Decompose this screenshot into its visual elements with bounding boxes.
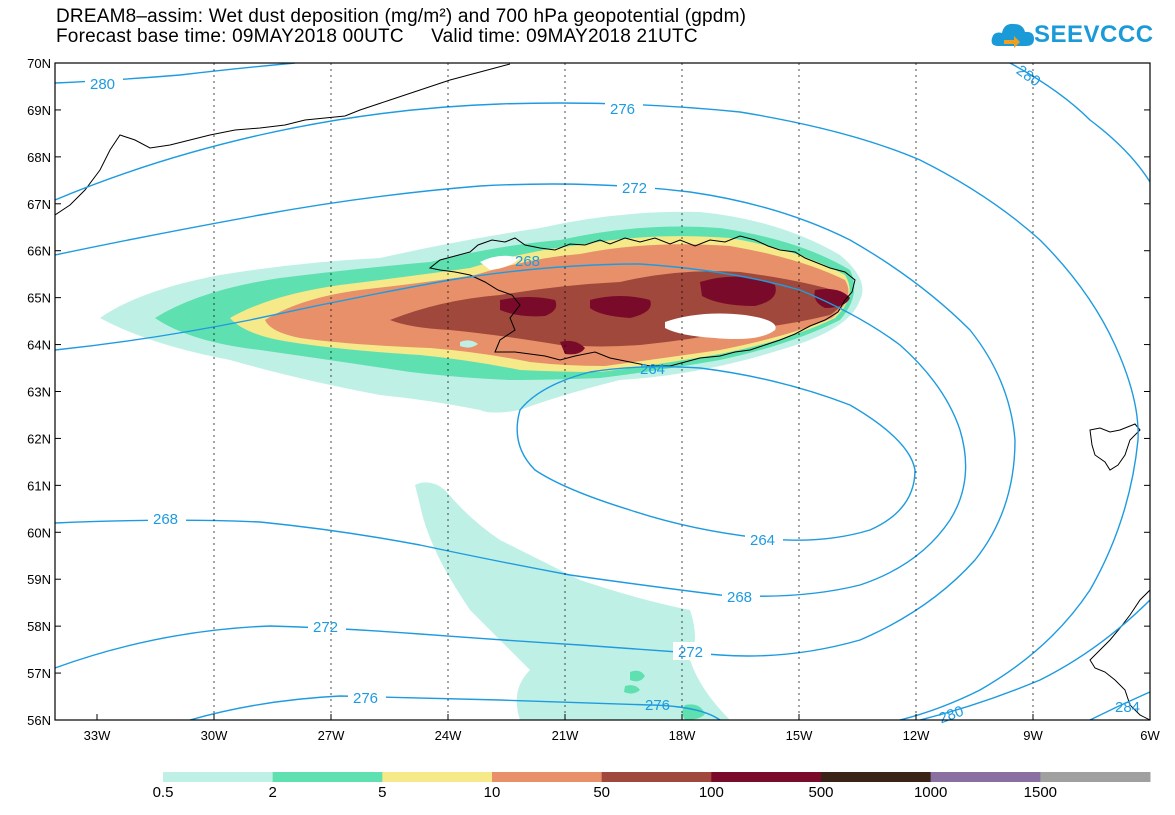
contour-label-272-w: 272: [313, 619, 338, 636]
contour-label-276-s: 276: [645, 697, 670, 714]
dust-core-4: [814, 289, 850, 308]
contour-284-se: [1089, 691, 1150, 720]
geopotential-contours: [55, 63, 1150, 720]
lon-tick-label: 33W: [84, 728, 111, 743]
colorbar-label: 100: [698, 784, 724, 801]
lat-tick-label: 69N: [27, 103, 51, 118]
contour-label-280-nw: 280: [90, 76, 115, 93]
contour-label-280-se: 280: [937, 703, 966, 728]
dust-spot-teal2: [624, 685, 640, 694]
contour-280-ne: [1009, 63, 1150, 183]
lat-tick-label: 56N: [27, 713, 51, 728]
contour-labels: 280 276 272 268 264 264 268 268 272 272 …: [85, 62, 1140, 727]
lat-tick-label: 57N: [27, 666, 51, 681]
lat-tick-label: 61N: [27, 478, 51, 493]
colorbar-label: 0.5: [152, 784, 174, 801]
dust-gap: [665, 313, 776, 339]
contour-label-268-n: 268: [515, 253, 540, 270]
latitude-axis: 70N 69N 68N 67N 66N 65N 64N 63N 62N 61N 60N 59N 58N 5…: [27, 56, 1150, 728]
logo-text: SEEVCCC: [1034, 21, 1154, 48]
map-title-line2: Forecast base time: 09MAY2018 00UTC Vali…: [56, 26, 698, 47]
lat-tick-label: 68N: [27, 150, 51, 165]
map-title-line1: DREAM8–assim: Wet dust deposition (mg/m²…: [56, 6, 747, 27]
colorbar-label: 5: [378, 784, 387, 801]
lat-tick-label: 60N: [27, 525, 51, 540]
colorbar-label: 500: [808, 784, 834, 801]
lon-tick-label: 24W: [435, 728, 462, 743]
contour-label-272-n: 272: [622, 180, 647, 197]
colorbar-swatch: [601, 772, 712, 782]
dust-gap-2: [480, 255, 520, 270]
lat-tick-label: 62N: [27, 431, 51, 446]
dust-core-2: [590, 296, 651, 318]
contour-label-264-n: 264: [640, 361, 665, 378]
contour-280-se: [919, 599, 1150, 720]
coastline-greenland: [55, 63, 511, 216]
dust-spot-nw: [460, 340, 478, 348]
colorbar-swatch: [711, 772, 822, 782]
colorbar-swatch: [821, 772, 932, 782]
contour-276-south: [189, 695, 721, 720]
lon-tick-label: 12W: [903, 728, 930, 743]
dust-spot-teal1: [630, 670, 645, 682]
lon-tick-label: 18W: [669, 728, 696, 743]
colorbar-label: 50: [593, 784, 610, 801]
dust-core-3: [700, 276, 776, 306]
dust-core-1: [500, 297, 557, 317]
coastlines: [55, 63, 1150, 720]
contour-268-north: [55, 263, 967, 597]
colorbar-swatch: [1040, 772, 1151, 782]
lat-tick-label: 63N: [27, 385, 51, 400]
colorbar-swatch: [382, 772, 493, 782]
dust-plume-south: [415, 482, 730, 720]
lat-tick-label: 65N: [27, 291, 51, 306]
contour-label-284-se: 284: [1115, 699, 1140, 716]
dust-deposition-field: [100, 211, 863, 720]
contour-label-276-w: 276: [353, 690, 378, 707]
contour-label-280-ne: 280: [1013, 62, 1043, 90]
coastline-faroe: [1089, 423, 1141, 471]
dust-core-5: [560, 340, 585, 355]
colorbar-swatch: [492, 772, 603, 782]
lat-tick-label: 70N: [27, 56, 51, 71]
colorbar-swatch: [163, 772, 274, 782]
lon-tick-label: 21W: [552, 728, 579, 743]
lon-tick-label: 9W: [1023, 728, 1043, 743]
contour-label-268-s: 268: [727, 589, 752, 606]
gridlines: [213, 63, 1034, 720]
colorbar-swatch: [930, 772, 1041, 782]
contour-label-268-w: 268: [153, 511, 178, 528]
colorbar: [163, 772, 1151, 782]
coastline-iceland: [428, 235, 856, 367]
longitude-axis: 33W 30W 27W 24W 21W 18W 15W 12W 9W 6W: [84, 714, 1160, 743]
lat-tick-label: 59N: [27, 572, 51, 587]
colorbar-label: 1500: [1023, 784, 1058, 801]
colorbar-swatch: [272, 772, 383, 782]
lat-tick-label: 64N: [27, 338, 51, 353]
contour-label-272-s: 272: [678, 644, 703, 661]
contour-264-ring: [516, 365, 916, 541]
lon-tick-label: 15W: [786, 728, 813, 743]
lon-tick-label: 27W: [318, 728, 345, 743]
contour-276-north: [55, 102, 1139, 720]
contour-label-264-s: 264: [750, 532, 775, 549]
colorbar-label: 2: [268, 784, 277, 801]
colorbar-label: 10: [483, 784, 501, 801]
lat-tick-label: 67N: [27, 197, 51, 212]
contour-272-north: [55, 183, 1016, 669]
seevccc-logo: SEEVCCC: [990, 16, 1165, 56]
colorbar-label: 1000: [913, 784, 948, 801]
lat-tick-label: 58N: [27, 619, 51, 634]
cloud-logo-icon: [991, 23, 1034, 48]
contour-label-276-n: 276: [610, 101, 635, 118]
coastline-scotland: [1089, 589, 1150, 720]
lon-tick-label: 30W: [201, 728, 228, 743]
lon-tick-label: 6W: [1140, 728, 1160, 743]
lat-tick-label: 66N: [27, 244, 51, 259]
